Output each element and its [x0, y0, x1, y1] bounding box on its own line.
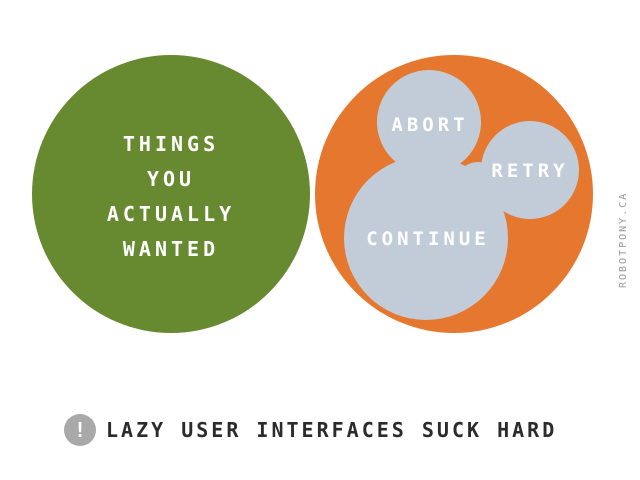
option-bubbles: [344, 70, 579, 320]
wanted-line-3: ACTUALLY: [107, 202, 235, 226]
wanted-line-2: YOU: [147, 167, 195, 191]
wanted-line-1: THINGS: [123, 132, 219, 156]
retry-label: RETRY: [491, 160, 568, 182]
caption-text: LAZY USER INTERFACES SUCK HARD: [106, 418, 558, 442]
continue-label: CONTINUE: [366, 228, 490, 250]
bubble-joint: [456, 162, 500, 206]
wanted-line-4: WANTED: [123, 237, 219, 261]
abort-bubble: [377, 70, 481, 174]
caption: ! LAZY USER INTERFACES SUCK HARD: [64, 412, 557, 448]
exclamation-icon: !: [64, 414, 96, 446]
site-credit: ROBOTPONY.CA: [618, 191, 629, 289]
wanted-circle: [32, 55, 310, 333]
abort-label: ABORT: [391, 114, 468, 136]
retry-bubble: [481, 121, 579, 219]
